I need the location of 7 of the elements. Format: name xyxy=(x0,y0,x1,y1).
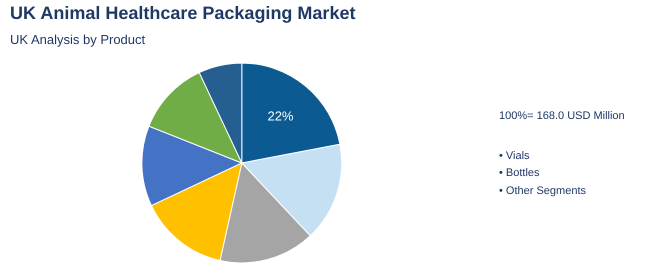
text: • Bottles xyxy=(499,167,540,179)
chart-subtitle: UK Analysis by Product xyxy=(10,32,146,47)
data-label: 22% xyxy=(267,108,294,124)
text: • Other Segments xyxy=(499,185,586,197)
chart-title: UK Animal Healthcare Packaging Market xyxy=(10,3,356,23)
text: • Vials xyxy=(499,150,530,162)
text: 100%= 168.0 USD Million xyxy=(499,110,625,122)
